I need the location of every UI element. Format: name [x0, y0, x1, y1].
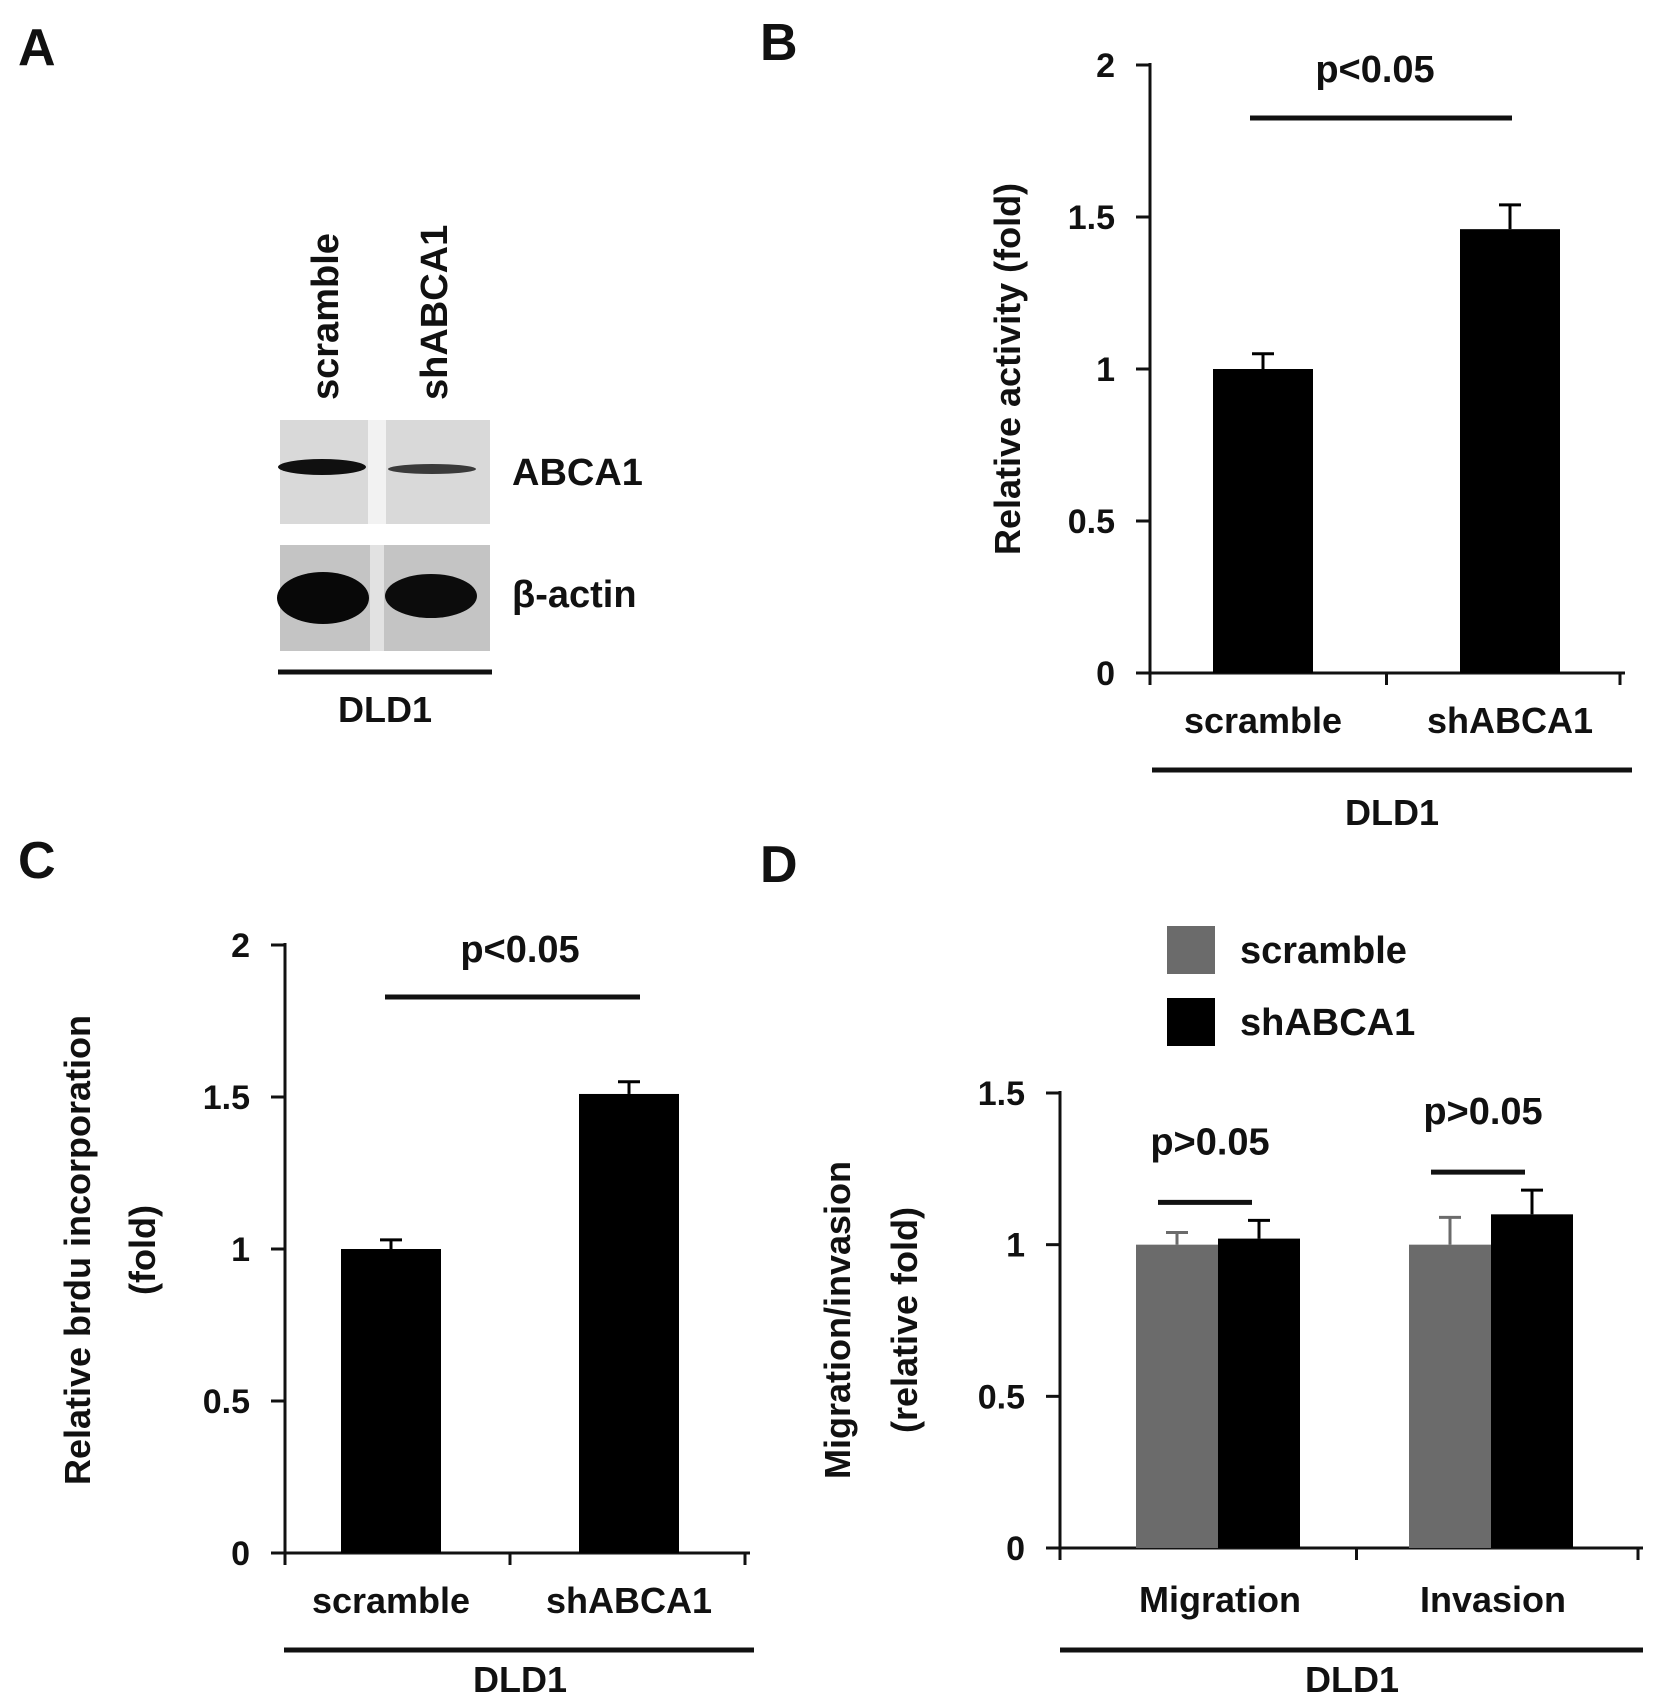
x-tick-label: shABCA1	[546, 1580, 712, 1621]
legend-label: shABCA1	[1240, 1002, 1415, 1044]
lane-label-shabca1: shABCA1	[414, 225, 456, 400]
y-axis-label: Relative brdu incorporation	[57, 1015, 98, 1485]
bar	[341, 1249, 441, 1553]
x-tick-label: Migration	[1139, 1579, 1301, 1620]
blot-cell-line-label: DLD1	[338, 689, 432, 730]
group-label: DLD1	[1305, 1659, 1399, 1695]
bar	[1136, 1244, 1218, 1548]
y-tick-label: 1.5	[1068, 199, 1115, 237]
chart-panel-d: 0 0.5 1 1.5 Migration Invasion DLD1 Migration/i…	[817, 926, 1643, 1695]
panel-label-b: B	[760, 14, 798, 72]
actin-band-shabca1	[385, 574, 477, 618]
y-tick-label: 0	[1006, 1530, 1025, 1568]
y-tick-label: 1.5	[203, 1079, 250, 1117]
y-axis-label: (fold)	[122, 1205, 163, 1295]
bar	[1491, 1214, 1573, 1548]
x-tick-label: scramble	[312, 1580, 470, 1621]
y-axis-label: Migration/invasion	[817, 1161, 858, 1479]
group-label: DLD1	[1345, 792, 1439, 833]
blot-gap	[368, 420, 386, 524]
bar	[1218, 1238, 1300, 1548]
significance-label: p>0.05	[1423, 1091, 1542, 1133]
y-tick-label: 2	[231, 927, 250, 965]
panel-label-a: A	[18, 19, 56, 77]
panel-label-c: C	[18, 832, 56, 890]
band-label-abca1: ABCA1	[512, 452, 643, 494]
chart-panel-c: 0 0.5 1 1.5 2 scramble shABCA1 DLD1 Relative brd…	[57, 927, 754, 1695]
group-label: DLD1	[473, 1659, 567, 1695]
significance-label: p<0.05	[1315, 49, 1434, 91]
y-tick-label: 1.5	[978, 1075, 1025, 1113]
chart-panel-b: 0 0.5 1 1.5 2 scramble shABCA1 DLD1 Relative act…	[987, 47, 1632, 833]
x-tick-label: shABCA1	[1427, 700, 1593, 741]
y-tick-label: 0.5	[203, 1383, 250, 1421]
legend-swatch	[1167, 998, 1215, 1046]
western-blot: scramble shABCA1 ABCA1 β-actin DLD1	[277, 225, 643, 730]
bar	[1409, 1244, 1491, 1548]
y-axis-label: Relative activity (fold)	[987, 183, 1028, 555]
blot-gap	[370, 545, 384, 651]
y-tick-label: 1	[1006, 1227, 1025, 1265]
y-tick-label: 0.5	[1068, 503, 1115, 541]
lane-label-scramble: scramble	[305, 233, 347, 400]
significance-label: p>0.05	[1150, 1121, 1269, 1163]
x-tick-label: scramble	[1184, 700, 1342, 741]
y-tick-label: 1	[1096, 351, 1115, 389]
y-tick-label: 2	[1096, 47, 1115, 85]
actin-band-scramble	[277, 572, 369, 624]
y-tick-label: 0	[231, 1535, 250, 1573]
band-label-beta-actin: β-actin	[512, 574, 637, 616]
bar	[1213, 369, 1313, 673]
abca1-band-scramble	[278, 459, 366, 475]
panel-label-d: D	[760, 836, 798, 894]
y-axis-label: (relative fold)	[884, 1207, 925, 1433]
x-tick-label: Invasion	[1420, 1579, 1566, 1620]
legend-label: scramble	[1240, 930, 1407, 972]
legend-swatch	[1167, 926, 1215, 974]
significance-label: p<0.05	[460, 929, 579, 971]
bar	[579, 1093, 679, 1553]
y-tick-label: 0.5	[978, 1378, 1025, 1416]
y-tick-label: 0	[1096, 655, 1115, 693]
bar	[1460, 229, 1560, 673]
y-tick-label: 1	[231, 1231, 250, 1269]
abca1-band-shabca1	[388, 464, 476, 474]
